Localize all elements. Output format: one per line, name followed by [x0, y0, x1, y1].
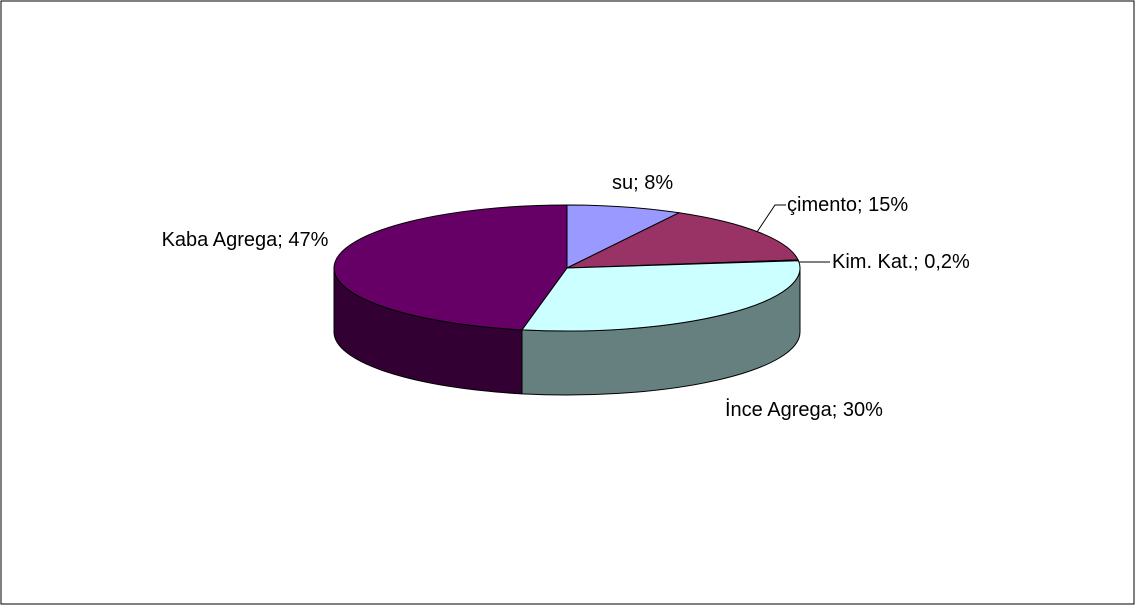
slice — [333, 204, 568, 331]
slice — [566, 212, 799, 269]
leader-line — [756, 204, 786, 233]
data-label: çimento; 15% — [787, 194, 909, 216]
data-label: su; 8% — [612, 172, 674, 194]
slice — [521, 260, 801, 332]
slice — [566, 204, 681, 269]
data-label: İnce Agrega; 30% — [725, 399, 883, 421]
data-label: Kim. Kat.; 0,2% — [832, 251, 970, 273]
data-label: Kaba Agrega; 47% — [161, 229, 329, 251]
